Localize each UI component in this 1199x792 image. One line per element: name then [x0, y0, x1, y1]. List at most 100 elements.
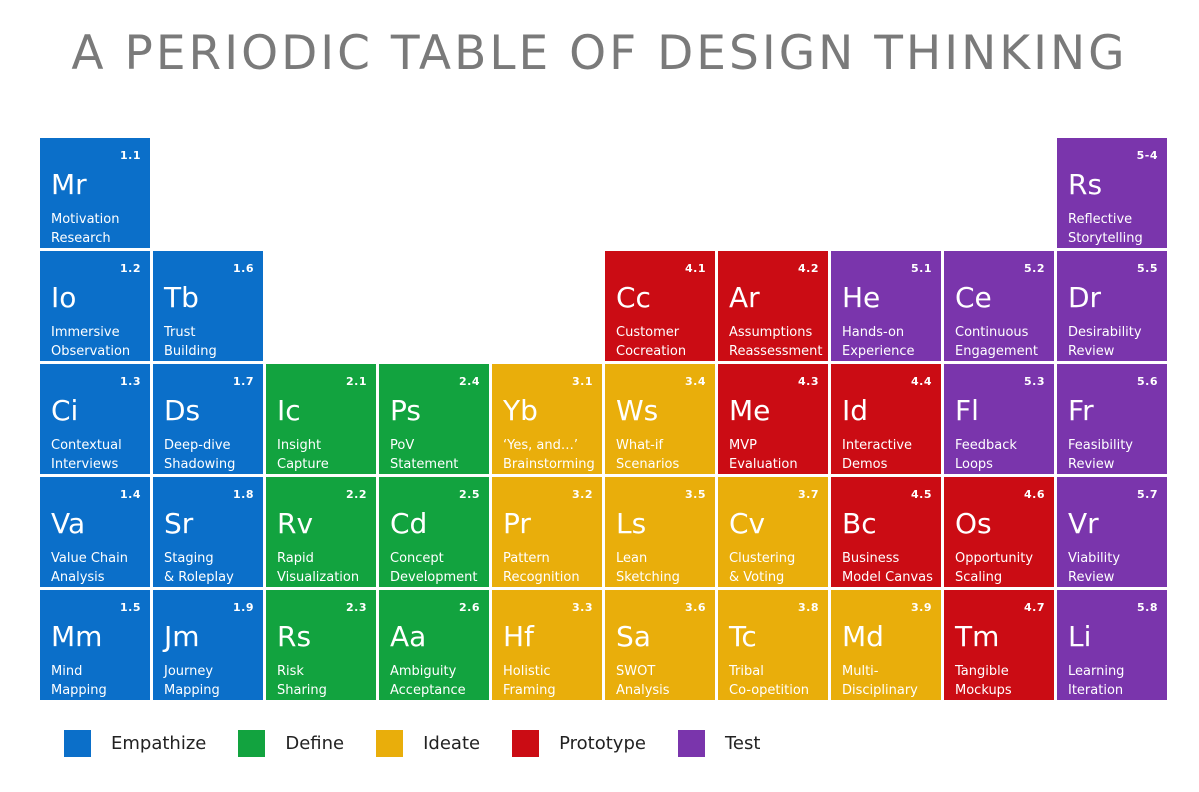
element-name: Concept Development [390, 551, 478, 585]
element-name: Hands-on Experience [842, 325, 915, 359]
element-symbol: Sr [164, 507, 194, 540]
element-cell-pr-32: 3.2 Pr Pattern Recognition [492, 477, 602, 587]
element-cell-fr-56: 5.6 Fr Feasibility Review [1057, 364, 1167, 474]
legend-item-test: Test [677, 729, 760, 757]
legend-swatch-prototype [512, 729, 540, 757]
element-cell-vr-57: 5.7 Vr Viability Review [1057, 477, 1167, 587]
element-name: Assumptions Reassessment [729, 325, 823, 359]
element-symbol: He [842, 281, 881, 314]
element-symbol: Os [955, 507, 992, 540]
element-cell-md-39: 3.9 Md Multi- Disciplinary [831, 590, 941, 700]
element-symbol: Ce [955, 281, 992, 314]
element-number: 2.6 [459, 601, 480, 614]
element-cell-sa-36: 3.6 Sa SWOT Analysis [605, 590, 715, 700]
element-cell-mr-11: 1.1 Mr Motivation Research [40, 138, 150, 248]
page-title: A PERIODIC TABLE OF DESIGN THINKING [71, 26, 1128, 81]
element-cell-mm-15: 1.5 Mm Mind Mapping [40, 590, 150, 700]
element-number: 1.3 [120, 375, 141, 388]
element-number: 3.2 [572, 488, 593, 501]
element-symbol: Ds [164, 394, 201, 427]
element-cell-he-51: 5.1 He Hands-on Experience [831, 251, 941, 361]
element-name: Opportunity Scaling [955, 551, 1034, 585]
element-name: What-if Scenarios [616, 438, 680, 472]
element-symbol: Tb [164, 281, 199, 314]
element-symbol: Dr [1068, 281, 1102, 314]
element-symbol: Cd [390, 507, 428, 540]
element-symbol: Rs [1068, 168, 1103, 201]
element-number: 5.1 [911, 262, 932, 275]
element-number: 5-4 [1136, 149, 1158, 162]
element-number: 3.4 [685, 375, 706, 388]
element-cell-va-14: 1.4 Va Value Chain Analysis [40, 477, 150, 587]
element-symbol: Jm [164, 620, 200, 653]
element-cell-dr-55: 5.5 Dr Desirability Review [1057, 251, 1167, 361]
element-number: 1.4 [120, 488, 141, 501]
element-number: 5.5 [1137, 262, 1158, 275]
legend-swatch-define [238, 729, 266, 757]
element-symbol: Fl [955, 394, 979, 427]
element-symbol: Yb [503, 394, 538, 427]
element-symbol: Hf [503, 620, 534, 653]
element-name: Mind Mapping [51, 664, 107, 698]
element-cell-yb-31: 3.1 Yb ‘Yes, and…’ Brainstorming [492, 364, 602, 474]
legend-label: Define [285, 732, 345, 754]
element-number: 1.6 [233, 262, 254, 275]
legend-swatch-ideate [376, 729, 404, 757]
element-number: 4.7 [1024, 601, 1045, 614]
element-symbol: Sa [616, 620, 651, 653]
element-name: Risk Sharing [277, 664, 327, 698]
legend-label: Prototype [559, 732, 646, 754]
element-name: Clustering & Voting [729, 551, 796, 585]
element-cell-ci-13: 1.3 Ci Contextual Interviews [40, 364, 150, 474]
element-cell-hf-33: 3.3 Hf Holistic Framing [492, 590, 602, 700]
element-name: Interactive Demos [842, 438, 913, 472]
legend-swatch-test [677, 729, 705, 757]
element-name: Learning Iteration [1068, 664, 1125, 698]
element-cell-cd-25: 2.5 Cd Concept Development [379, 477, 489, 587]
element-cell-ar-42: 4.2 Ar Assumptions Reassessment [718, 251, 828, 361]
element-symbol: Md [842, 620, 884, 653]
element-cell-bc-45: 4.5 Bc Business Model Canvas [831, 477, 941, 587]
element-symbol: Bc [842, 507, 877, 540]
element-cell-ws-34: 3.4 Ws What-if Scenarios [605, 364, 715, 474]
periodic-table-grid: 1.1 Mr Motivation Research 1.2 Io Immersive O… [40, 138, 1167, 703]
legend-item-ideate: Ideate [376, 729, 480, 757]
element-cell-ce-52: 5.2 Ce Continuous Engagement [944, 251, 1054, 361]
element-number: 4.6 [1024, 488, 1045, 501]
element-cell-li-58: 5.8 Li Learning Iteration [1057, 590, 1167, 700]
element-symbol: Aa [390, 620, 427, 653]
element-symbol: Ls [616, 507, 647, 540]
element-name: Reflective Storytelling [1068, 212, 1143, 246]
element-symbol: Ps [390, 394, 421, 427]
element-symbol: Rs [277, 620, 312, 653]
element-symbol: Mm [51, 620, 103, 653]
element-name: Feasibility Review [1068, 438, 1133, 472]
element-symbol: Li [1068, 620, 1092, 653]
legend-item-prototype: Prototype [512, 729, 646, 757]
element-symbol: Tm [955, 620, 1000, 653]
element-number: 5.7 [1137, 488, 1158, 501]
element-name: Deep-dive Shadowing [164, 438, 236, 472]
element-number: 3.3 [572, 601, 593, 614]
element-symbol: Me [729, 394, 771, 427]
element-symbol: Rv [277, 507, 314, 540]
element-number: 1.7 [233, 375, 254, 388]
element-name: Viability Review [1068, 551, 1121, 585]
element-cell-os-46: 4.6 Os Opportunity Scaling [944, 477, 1054, 587]
element-name: ‘Yes, and…’ Brainstorming [503, 438, 595, 472]
element-number: 2.5 [459, 488, 480, 501]
element-cell-ds-17: 1.7 Ds Deep-dive Shadowing [153, 364, 263, 474]
element-cell-rs-23: 2.3 Rs Risk Sharing [266, 590, 376, 700]
element-number: 5.2 [1024, 262, 1045, 275]
element-number: 5.8 [1137, 601, 1158, 614]
element-cell-tc-38: 3.8 Tc Tribal Co-opetition [718, 590, 828, 700]
element-cell-io-12: 1.2 Io Immersive Observation [40, 251, 150, 361]
element-name: Contextual Interviews [51, 438, 122, 472]
legend-item-define: Define [238, 729, 345, 757]
element-symbol: Mr [51, 168, 87, 201]
element-name: Continuous Engagement [955, 325, 1038, 359]
element-name: Lean Sketching [616, 551, 680, 585]
element-number: 3.7 [798, 488, 819, 501]
element-number: 2.1 [346, 375, 367, 388]
element-name: Immersive Observation [51, 325, 131, 359]
